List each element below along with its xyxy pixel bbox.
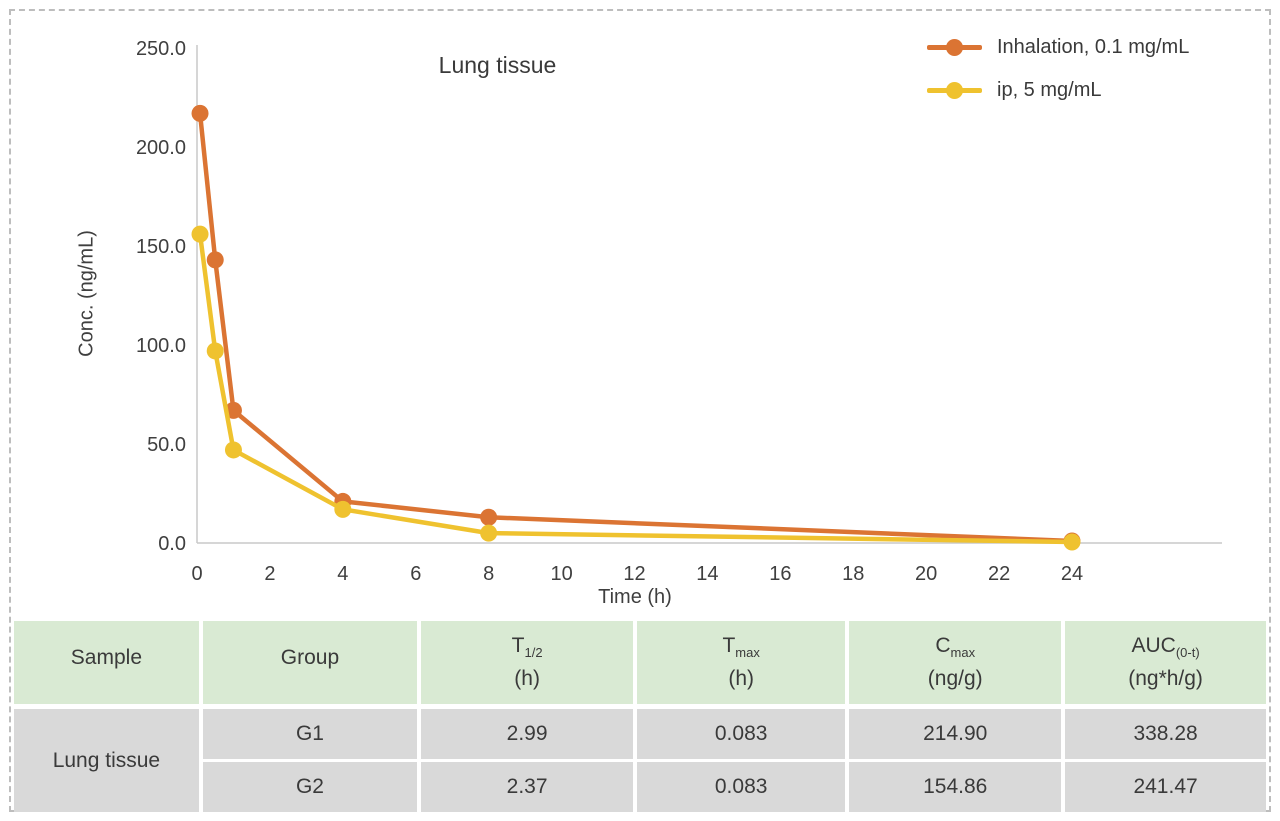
col-header-t-half: T1/2 (h) [421,621,634,704]
cell-group-g1: G1 [202,709,418,759]
x-tick-label: 18 [842,563,864,585]
series-marker-1 [480,524,498,542]
cell-auc-g1: 338.28 [1065,709,1266,759]
line-chart-canvas: 0 2 4 6 8 10 12 14 16 18 20 22 240.050.0100.0150.020… [136,38,1222,585]
legend-item-ip: ip, 5 mg/mL [927,75,1189,105]
x-tick-label: 14 [696,563,718,585]
pk-parameter-table: Sample Group T1/2 (h) Tmax (h) Cmax (ng/… [14,621,1266,812]
legend-item-inhalation: Inhalation, 0.1 mg/mL [927,32,1189,62]
cell-sample: Lung tissue [14,709,199,812]
x-tick-label: 24 [1061,563,1083,585]
series-marker-1 [191,225,209,243]
series-marker-1 [1063,533,1081,551]
series-marker-0 [191,104,209,122]
series-marker-0 [206,251,224,269]
x-tick-label: 10 [550,563,572,585]
series-marker-1 [224,441,242,459]
cell-tmax-g1: 0.083 [637,709,846,759]
cell-thalf-g2: 2.37 [421,762,634,812]
cell-cmax-g2: 154.86 [849,762,1062,812]
col-header-c-max: Cmax (ng/g) [849,621,1062,704]
cell-auc-g2: 241.47 [1065,762,1266,812]
col-header-group: Group [202,621,418,704]
legend-marker-icon [927,75,982,105]
y-tick-label: 150.0 [136,236,186,258]
x-tick-label: 0 [191,563,202,585]
col-header-sample: Sample [14,621,199,704]
y-tick-label: 0.0 [158,533,186,555]
y-axis-title: Conc. (ng/mL) [75,230,98,357]
legend-label: ip, 5 mg/mL [997,78,1102,101]
series-line-1 [197,233,1073,545]
x-axis-title: Time (h) [598,586,672,608]
series-line-0 [197,113,1073,544]
x-tick-label: 8 [483,563,494,585]
col-header-auc: AUC(0-t) (ng*h/g) [1065,621,1266,704]
legend-marker-icon [927,32,982,62]
series-marker-1 [206,342,224,360]
y-tick-label: 100.0 [136,335,186,357]
y-tick-label: 50.0 [147,434,186,456]
x-tick-label: 4 [337,563,348,585]
y-tick-label: 250.0 [136,38,186,60]
x-tick-label: 6 [410,563,421,585]
series-marker-1 [334,500,352,518]
x-tick-label: 22 [988,563,1010,585]
cell-group-g2: G2 [202,762,418,812]
chart-title: Lung tissue [438,52,557,78]
table-body: Lung tissue G1 2.99 0.083 214.90 338.28 … [14,709,1266,812]
y-tick-label: 200.0 [136,137,186,159]
col-header-t-max: Tmax (h) [637,621,846,704]
cell-cmax-g1: 214.90 [849,709,1062,759]
legend-label: Inhalation, 0.1 mg/mL [997,35,1190,58]
chart-legend: Inhalation, 0.1 mg/mL ip, 5 mg/mL [927,32,1189,105]
series-marker-0 [480,508,498,526]
x-tick-label: 16 [769,563,791,585]
table-header-row: Sample Group T1/2 (h) Tmax (h) Cmax (ng/… [14,621,1266,704]
x-tick-label: 12 [623,563,645,585]
x-tick-label: 20 [915,563,937,585]
cell-thalf-g1: 2.99 [421,709,634,759]
cell-tmax-g2: 0.083 [637,762,846,812]
x-tick-label: 2 [264,563,275,585]
